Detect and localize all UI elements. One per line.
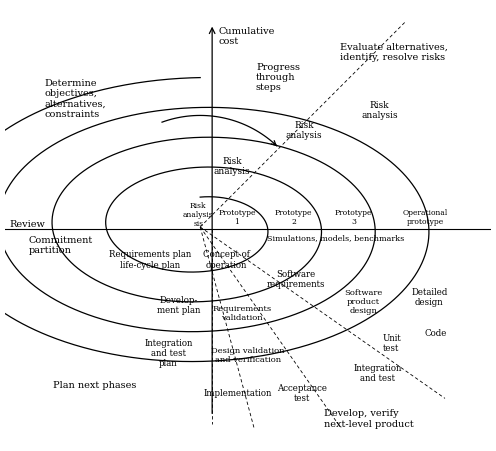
Text: Code: Code bbox=[424, 328, 446, 337]
Text: Software
requirements: Software requirements bbox=[266, 270, 325, 289]
Text: Plan next phases: Plan next phases bbox=[53, 381, 136, 390]
Text: Simulations, models, benchmarks: Simulations, models, benchmarks bbox=[267, 234, 404, 241]
Text: Software
product
design: Software product design bbox=[344, 288, 383, 314]
Text: Design validation
and verification: Design validation and verification bbox=[211, 346, 285, 364]
Text: Detailed
design: Detailed design bbox=[411, 287, 447, 307]
Text: Unit
test: Unit test bbox=[382, 333, 401, 352]
Text: Prototype
3: Prototype 3 bbox=[335, 208, 372, 226]
Text: Develop, verify
next-level product: Develop, verify next-level product bbox=[324, 408, 414, 428]
Text: Risk
analysis: Risk analysis bbox=[286, 120, 322, 140]
Text: Commitment
partition: Commitment partition bbox=[29, 235, 93, 255]
Text: Requirements plan
life-cycle plan: Requirements plan life-cycle plan bbox=[109, 249, 191, 269]
Text: Acceptance
test: Acceptance test bbox=[277, 383, 327, 402]
Text: Integration
and test
plan: Integration and test plan bbox=[144, 338, 192, 368]
Text: Concept of
operation: Concept of operation bbox=[203, 249, 249, 269]
Text: Requirements
validation: Requirements validation bbox=[212, 304, 272, 322]
Text: Risk
analysis
sis: Risk analysis sis bbox=[183, 201, 213, 228]
Text: Operational
prototype: Operational prototype bbox=[403, 208, 448, 226]
Text: Cumulative
cost: Cumulative cost bbox=[218, 27, 274, 46]
Text: Prototype
1: Prototype 1 bbox=[218, 208, 255, 226]
Text: Prototype
2: Prototype 2 bbox=[275, 208, 312, 226]
Text: Evaluate alternatives,
identify, resolve risks: Evaluate alternatives, identify, resolve… bbox=[340, 43, 447, 62]
Text: Implementation: Implementation bbox=[204, 388, 272, 397]
Text: Integration
and test: Integration and test bbox=[353, 363, 402, 382]
Text: Review: Review bbox=[9, 219, 45, 228]
Text: Develop-
ment plan: Develop- ment plan bbox=[157, 295, 200, 315]
Text: Determine
objectives,
alternatives,
constraints: Determine objectives, alternatives, cons… bbox=[45, 78, 107, 119]
Text: Progress
through
steps: Progress through steps bbox=[256, 63, 300, 92]
Text: Risk
analysis: Risk analysis bbox=[361, 101, 398, 120]
Text: Risk
analysis: Risk analysis bbox=[214, 156, 250, 175]
